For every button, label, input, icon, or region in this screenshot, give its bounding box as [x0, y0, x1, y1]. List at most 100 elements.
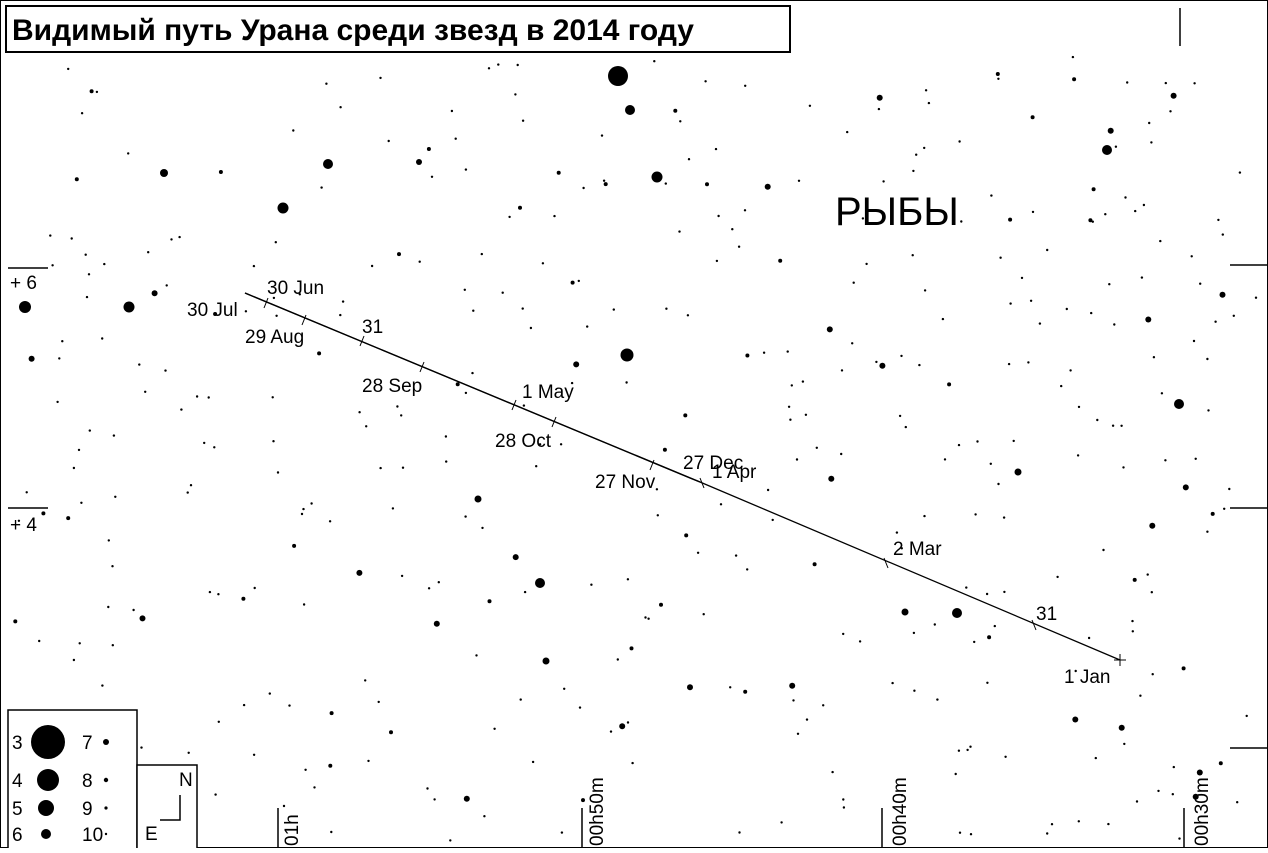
star: [808, 104, 812, 108]
star: [1140, 276, 1144, 279]
star: [900, 354, 903, 358]
star: [58, 357, 61, 360]
star: [933, 623, 936, 626]
star: [1012, 439, 1015, 443]
star: [253, 586, 256, 590]
star: [900, 794, 904, 797]
star: [1150, 141, 1153, 144]
star: [1074, 669, 1077, 673]
star: [1142, 203, 1146, 207]
star: [1091, 220, 1095, 223]
star: [114, 495, 117, 498]
compass-north: N: [179, 770, 193, 791]
legend-magnitude: 3: [12, 733, 23, 754]
star: [483, 815, 486, 818]
star: [487, 599, 492, 604]
star: [957, 443, 961, 447]
star: [463, 288, 466, 291]
star: [426, 787, 429, 790]
star: [1114, 145, 1118, 148]
star: [976, 440, 979, 443]
star: [1238, 171, 1242, 174]
star: [858, 640, 862, 643]
star: [1134, 209, 1137, 213]
star: [107, 605, 110, 609]
star: [704, 80, 707, 83]
star: [288, 704, 291, 707]
star: [625, 381, 628, 384]
star: [1194, 457, 1197, 460]
star: [805, 718, 809, 721]
star: [1077, 820, 1081, 823]
star: [1181, 666, 1186, 671]
star: [328, 763, 333, 768]
star: [734, 554, 738, 557]
star: [207, 396, 210, 399]
star: [936, 698, 939, 701]
star: [1111, 424, 1115, 427]
star: [1178, 837, 1181, 840]
star: [396, 405, 399, 408]
star: [687, 684, 693, 691]
star: [88, 429, 92, 432]
star: [123, 301, 135, 313]
star: [89, 89, 94, 94]
legend-star: [103, 777, 109, 783]
star: [789, 682, 796, 689]
star: [274, 241, 277, 244]
star: [973, 640, 976, 644]
star: [387, 139, 390, 143]
star: [1027, 361, 1030, 364]
star: [662, 447, 667, 452]
star: [430, 175, 434, 178]
star: [1139, 694, 1142, 697]
star: [608, 66, 628, 86]
star: [217, 720, 220, 723]
star: [1245, 714, 1248, 718]
star: [924, 89, 928, 92]
star: [444, 435, 448, 438]
star: [923, 289, 927, 292]
star: [103, 262, 106, 266]
star: [538, 443, 542, 446]
star: [531, 760, 535, 764]
date-label: 30 Jun: [267, 278, 324, 299]
star: [317, 351, 322, 356]
star: [38, 639, 41, 643]
star: [111, 644, 115, 647]
star: [1148, 121, 1151, 125]
star: [780, 821, 783, 824]
star: [1108, 283, 1111, 286]
star: [995, 72, 1000, 76]
star: [85, 295, 89, 299]
star: [737, 245, 741, 248]
star: [244, 310, 248, 313]
star: [1031, 210, 1035, 214]
star: [535, 465, 538, 468]
star: [70, 237, 73, 240]
star: [828, 475, 835, 482]
star: [987, 635, 992, 640]
legend-magnitude: 5: [12, 799, 23, 820]
star: [464, 391, 468, 395]
star: [1192, 339, 1196, 343]
star: [164, 369, 167, 372]
star: [282, 804, 286, 808]
star: [170, 238, 173, 241]
star: [302, 507, 305, 511]
star: [912, 631, 916, 635]
star: [127, 152, 130, 155]
star: [521, 307, 524, 310]
star: [1077, 405, 1081, 409]
star: [602, 179, 606, 182]
star: [1120, 424, 1123, 427]
star: [1014, 468, 1022, 476]
star: [846, 130, 849, 134]
star: [377, 700, 380, 704]
star: [969, 833, 973, 836]
star: [19, 301, 31, 313]
star: [87, 273, 91, 276]
star: [653, 60, 656, 63]
dec-label: + 4: [10, 515, 37, 536]
